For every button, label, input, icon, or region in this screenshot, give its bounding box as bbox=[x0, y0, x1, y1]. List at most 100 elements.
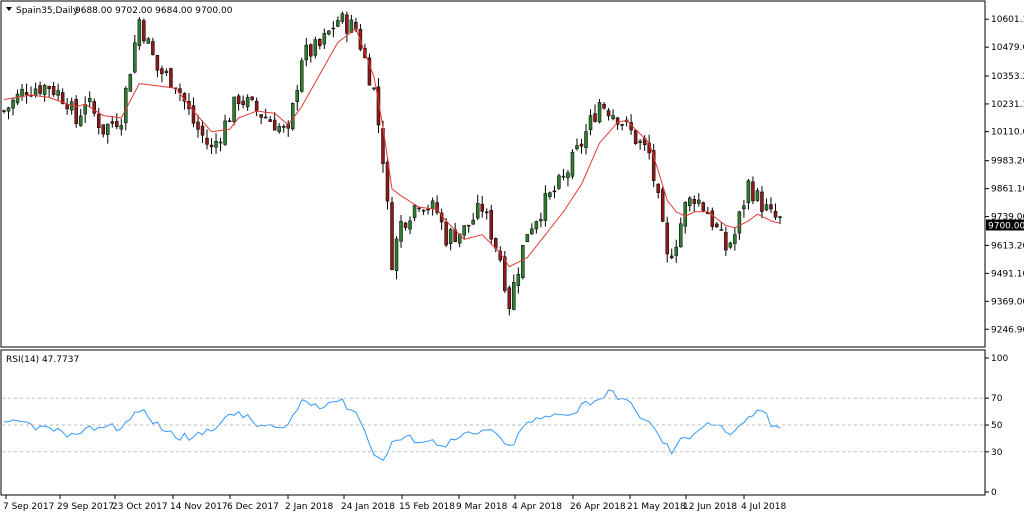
candle-body bbox=[588, 115, 593, 131]
candle-body bbox=[11, 99, 15, 109]
candle-body bbox=[507, 287, 512, 309]
candle bbox=[408, 216, 412, 235]
candle-body bbox=[665, 222, 669, 255]
candle bbox=[426, 204, 430, 215]
candle bbox=[218, 137, 223, 152]
candle-body bbox=[169, 68, 173, 88]
candle-body bbox=[512, 282, 516, 310]
candle bbox=[133, 35, 137, 74]
candle-body bbox=[390, 202, 394, 271]
candle-body bbox=[742, 205, 746, 210]
candle bbox=[584, 124, 588, 155]
candle bbox=[300, 57, 304, 93]
candle-body bbox=[318, 38, 322, 47]
candle bbox=[56, 83, 60, 102]
candle-body bbox=[669, 255, 674, 259]
candle bbox=[2, 109, 6, 114]
candle-body bbox=[218, 141, 223, 144]
candle-body bbox=[674, 246, 678, 256]
candle bbox=[755, 187, 760, 202]
candle-body bbox=[191, 105, 196, 124]
candle-body bbox=[96, 113, 101, 129]
candle-body bbox=[38, 85, 42, 94]
candle bbox=[579, 138, 584, 154]
candle-body bbox=[101, 124, 106, 135]
candle-body bbox=[327, 30, 331, 35]
price-tick-label: 9739.00 bbox=[991, 213, 1024, 223]
candle-body bbox=[435, 202, 439, 213]
candle bbox=[548, 191, 552, 200]
candle-body bbox=[155, 55, 160, 71]
rsi-tick-label: 50 bbox=[991, 421, 1003, 431]
candle-body bbox=[268, 119, 272, 122]
candle-body bbox=[259, 114, 263, 118]
candle-body bbox=[660, 189, 665, 222]
candle-body bbox=[227, 120, 232, 123]
candle bbox=[394, 236, 399, 280]
candle-body bbox=[119, 125, 124, 130]
rsi-line bbox=[3, 389, 781, 462]
candle-body bbox=[399, 221, 403, 242]
candle-body bbox=[223, 120, 227, 145]
candle-body bbox=[457, 233, 462, 244]
candle bbox=[733, 227, 737, 251]
candle-body bbox=[146, 38, 151, 44]
candle bbox=[512, 274, 516, 311]
candle bbox=[543, 185, 548, 227]
candle bbox=[660, 187, 665, 222]
candle bbox=[47, 85, 51, 98]
candle bbox=[724, 226, 728, 256]
candle-body bbox=[295, 90, 300, 102]
ma-line bbox=[3, 27, 781, 268]
candle bbox=[525, 234, 530, 243]
collapse-triangle-icon[interactable] bbox=[6, 7, 12, 11]
candle bbox=[60, 88, 65, 105]
candle-body bbox=[83, 104, 87, 115]
candle bbox=[665, 216, 669, 263]
candle bbox=[268, 115, 272, 122]
price-tick-label: 9983.20 bbox=[991, 157, 1024, 167]
candle bbox=[764, 198, 769, 212]
candle-body bbox=[47, 86, 51, 90]
candle bbox=[322, 28, 327, 49]
candle-body bbox=[710, 210, 715, 227]
time-tick-label: 4 Apr 2018 bbox=[512, 502, 562, 512]
candle bbox=[719, 221, 724, 231]
price-tick-label: 10110.00 bbox=[991, 128, 1024, 138]
candle bbox=[115, 113, 119, 130]
candle bbox=[615, 116, 620, 130]
candle bbox=[309, 43, 313, 63]
candle bbox=[263, 108, 268, 119]
candle-body bbox=[2, 110, 6, 112]
candle-body bbox=[417, 207, 421, 210]
candle-body bbox=[421, 209, 426, 212]
candle bbox=[701, 201, 706, 213]
current-price-badge bbox=[986, 219, 1024, 231]
candle-body bbox=[778, 216, 782, 218]
candle-body bbox=[87, 97, 92, 103]
candle bbox=[516, 267, 521, 294]
candle bbox=[128, 73, 133, 92]
price-tick-label: 9246.90 bbox=[991, 325, 1024, 335]
candle-body bbox=[719, 229, 724, 231]
time-tick-label: 21 May 2018 bbox=[627, 502, 686, 512]
candle bbox=[489, 204, 494, 245]
candle-body bbox=[525, 234, 530, 243]
candle bbox=[760, 186, 764, 219]
rsi-panel bbox=[0, 349, 986, 496]
candle bbox=[606, 107, 611, 121]
candle bbox=[106, 123, 110, 144]
candle-body bbox=[579, 143, 584, 147]
candle bbox=[178, 83, 182, 102]
candle bbox=[142, 18, 146, 44]
candle-body bbox=[290, 103, 295, 130]
candle-body bbox=[345, 14, 349, 34]
candle bbox=[751, 176, 755, 205]
candle bbox=[272, 112, 277, 131]
candle-body bbox=[254, 100, 259, 112]
candle-body bbox=[760, 191, 764, 212]
candle bbox=[692, 195, 697, 212]
rsi-series bbox=[3, 389, 781, 462]
candle bbox=[119, 118, 124, 136]
